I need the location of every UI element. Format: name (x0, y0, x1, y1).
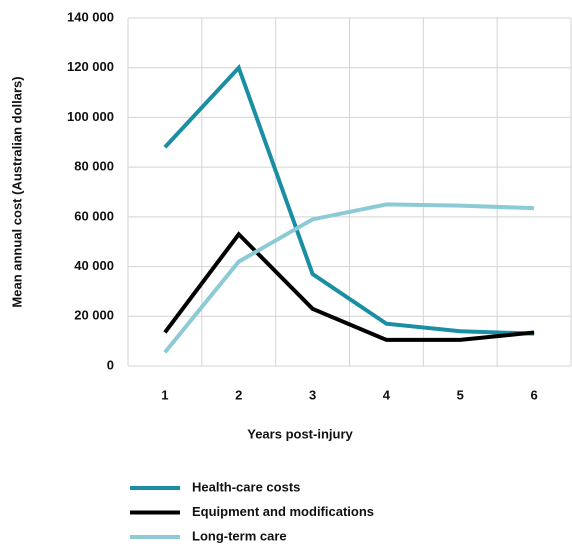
legend-label: Long-term care (192, 528, 287, 543)
legend-label: Equipment and modifications (192, 504, 374, 519)
series-line (163, 63, 535, 336)
legend-label: Health-care costs (192, 479, 300, 494)
y-tick-label: 40 000 (74, 258, 114, 273)
x-tick-label: 6 (530, 387, 537, 402)
y-tick-label: 20 000 (74, 308, 114, 323)
series-line (163, 202, 535, 354)
y-tick-label: 0 (107, 357, 114, 372)
y-tick-label: 80 000 (74, 159, 114, 174)
y-tick-label: 120 000 (67, 59, 114, 74)
y-tick-label: 60 000 (74, 208, 114, 223)
y-axis-label: Mean annual cost (Australian dollars) (9, 76, 24, 307)
series-line (163, 231, 535, 342)
x-tick-label: 2 (235, 387, 242, 402)
x-tick-label: 3 (309, 387, 316, 402)
x-axis-label: Years post-injury (247, 426, 353, 441)
x-tick-label: 4 (383, 387, 391, 402)
y-tick-label: 140 000 (67, 9, 114, 24)
y-tick-label: 100 000 (67, 109, 114, 124)
x-tick-label: 1 (161, 387, 168, 402)
x-tick-label: 5 (457, 387, 464, 402)
